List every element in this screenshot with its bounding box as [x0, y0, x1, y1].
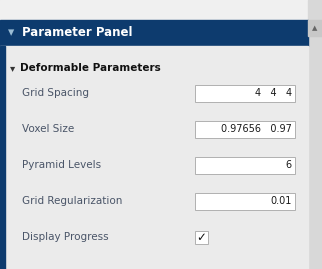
Text: Grid Regularization: Grid Regularization — [22, 196, 122, 206]
FancyBboxPatch shape — [195, 84, 295, 101]
Text: ▾: ▾ — [8, 27, 14, 40]
Text: 6: 6 — [286, 160, 292, 170]
Text: Grid Spacing: Grid Spacing — [22, 88, 89, 98]
Bar — [308, 0, 322, 269]
Bar — [0, 0, 322, 20]
Text: ✓: ✓ — [196, 231, 206, 243]
Bar — [0, 46, 308, 269]
FancyBboxPatch shape — [195, 157, 295, 174]
FancyBboxPatch shape — [195, 193, 295, 210]
FancyBboxPatch shape — [195, 121, 295, 137]
Text: 0.97656   0.97: 0.97656 0.97 — [221, 124, 292, 134]
FancyBboxPatch shape — [195, 231, 208, 243]
Text: ▾: ▾ — [10, 63, 16, 73]
Text: Display Progress: Display Progress — [22, 232, 109, 242]
Bar — [0, 20, 308, 46]
Text: Parameter Panel: Parameter Panel — [22, 27, 132, 40]
Text: Voxel Size: Voxel Size — [22, 124, 74, 134]
Text: ▲: ▲ — [312, 25, 318, 31]
Text: 4   4   4: 4 4 4 — [255, 88, 292, 98]
Text: Pyramid Levels: Pyramid Levels — [22, 160, 101, 170]
Text: 0.01: 0.01 — [270, 196, 292, 206]
Bar — [0, 46, 5, 269]
Text: Deformable Parameters: Deformable Parameters — [20, 63, 161, 73]
Bar — [308, 20, 322, 36]
